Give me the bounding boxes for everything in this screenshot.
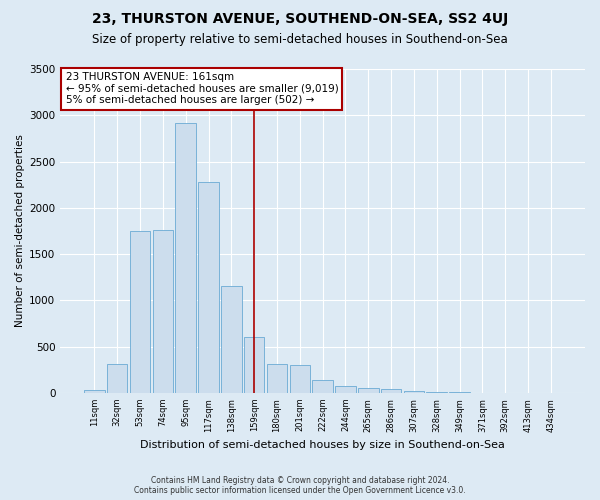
Bar: [267, 364, 287, 393]
Bar: [427, 392, 447, 393]
Bar: [221, 286, 242, 393]
Text: Size of property relative to semi-detached houses in Southend-on-Sea: Size of property relative to semi-detach…: [92, 32, 508, 46]
Bar: [358, 388, 379, 393]
Bar: [313, 380, 333, 393]
Bar: [244, 338, 265, 393]
X-axis label: Distribution of semi-detached houses by size in Southend-on-Sea: Distribution of semi-detached houses by …: [140, 440, 505, 450]
Bar: [198, 182, 219, 393]
Bar: [381, 389, 401, 393]
Y-axis label: Number of semi-detached properties: Number of semi-detached properties: [15, 134, 25, 328]
Bar: [175, 122, 196, 393]
Bar: [107, 364, 127, 393]
Bar: [290, 365, 310, 393]
Bar: [152, 230, 173, 393]
Text: Contains HM Land Registry data © Crown copyright and database right 2024.
Contai: Contains HM Land Registry data © Crown c…: [134, 476, 466, 495]
Bar: [335, 386, 356, 393]
Bar: [130, 231, 151, 393]
Text: 23, THURSTON AVENUE, SOUTHEND-ON-SEA, SS2 4UJ: 23, THURSTON AVENUE, SOUTHEND-ON-SEA, SS…: [92, 12, 508, 26]
Text: 23 THURSTON AVENUE: 161sqm
← 95% of semi-detached houses are smaller (9,019)
5% : 23 THURSTON AVENUE: 161sqm ← 95% of semi…: [65, 72, 338, 106]
Bar: [84, 390, 104, 393]
Bar: [404, 390, 424, 393]
